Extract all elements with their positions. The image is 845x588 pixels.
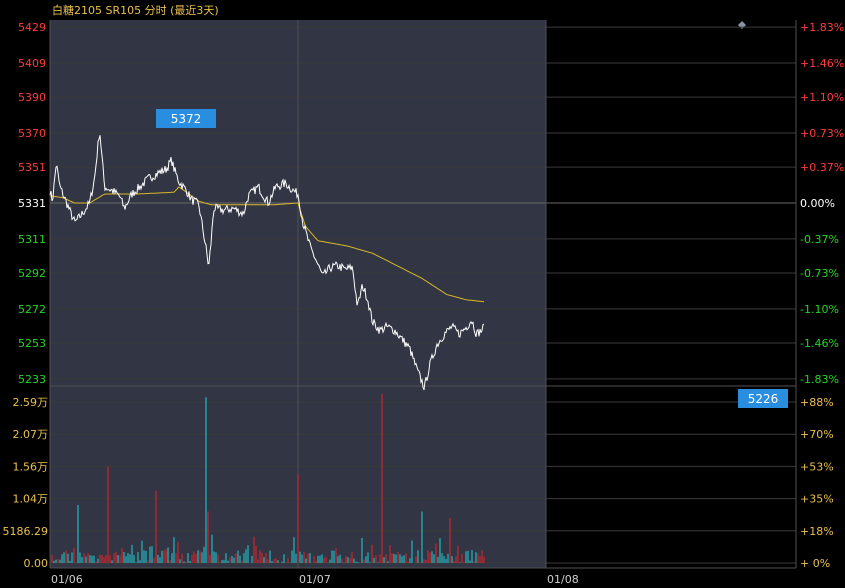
- volume-tick: 1.56万: [13, 460, 49, 473]
- price-tick: 5331: [18, 197, 46, 210]
- pct-tick: -1.83%: [800, 373, 839, 386]
- pct-tick: +0.73%: [800, 127, 844, 140]
- volume-pct-tick: +35%: [800, 493, 834, 506]
- date-tick: 01/06: [51, 573, 83, 586]
- price-tick: 5370: [18, 127, 46, 140]
- high-price-badge: 5372: [156, 109, 216, 128]
- pct-tick: -0.37%: [800, 233, 839, 246]
- price-tick: 5311: [18, 233, 46, 246]
- pct-tick: +1.10%: [800, 91, 844, 104]
- price-tick: 5253: [18, 337, 46, 350]
- volume-axis: 2.59万 2.07万 1.56万 1.04万 5186.29 0.00: [3, 396, 49, 570]
- date-tick: 01/07: [299, 573, 331, 586]
- volume-pct-tick: +53%: [800, 460, 834, 473]
- pct-tick: -0.73%: [800, 267, 839, 280]
- volume-pct-tick: + 0%: [800, 557, 830, 570]
- price-tick: 5233: [18, 373, 46, 386]
- price-axis: 5429 5409 5390 5370 5351 5331 5311 5292 5272 5253…: [18, 21, 46, 386]
- volume-pct-axis: +88% +70% +53% +35% +18% + 0%: [800, 396, 834, 570]
- low-price-badge: 5226: [738, 389, 788, 408]
- price-tick: 5351: [18, 161, 46, 174]
- diamond-icon[interactable]: [738, 21, 746, 29]
- pct-axis: +1.83% +1.46% +1.10% +0.73% +0.37% 0.00% -0.37…: [800, 21, 844, 386]
- pct-tick: +0.37%: [800, 161, 844, 174]
- volume-tick: 2.59万: [13, 396, 49, 409]
- svg-text:5226: 5226: [748, 392, 779, 406]
- price-tick: 5409: [18, 57, 46, 70]
- price-line: [49, 135, 485, 391]
- pct-tick: +1.83%: [800, 21, 844, 34]
- date-axis: 01/06 01/07 01/08: [51, 573, 579, 586]
- pct-tick: +1.46%: [800, 57, 844, 70]
- price-tick: 5429: [18, 21, 46, 34]
- price-tick: 5390: [18, 91, 46, 104]
- volume-tick: 0.00: [24, 557, 49, 570]
- volume-tick: 5186.29: [3, 525, 49, 538]
- volume-pct-tick: +18%: [800, 525, 834, 538]
- svg-text:5372: 5372: [171, 112, 202, 126]
- price-tick: 5292: [18, 267, 46, 280]
- volume-tick: 2.07万: [13, 428, 49, 441]
- volume-bars: [49, 393, 485, 563]
- chart-title: 白糖2105 SR105 分时 (最近3天): [52, 3, 219, 17]
- pct-tick: 0.00%: [800, 197, 835, 210]
- volume-pct-tick: +70%: [800, 428, 834, 441]
- pct-tick: -1.46%: [800, 337, 839, 350]
- price-tick: 5272: [18, 303, 46, 316]
- average-price-line: [49, 186, 485, 303]
- volume-pct-tick: +88%: [800, 396, 834, 409]
- volume-tick: 1.04万: [13, 493, 49, 506]
- date-tick: 01/08: [547, 573, 579, 586]
- pct-tick: -1.10%: [800, 303, 839, 316]
